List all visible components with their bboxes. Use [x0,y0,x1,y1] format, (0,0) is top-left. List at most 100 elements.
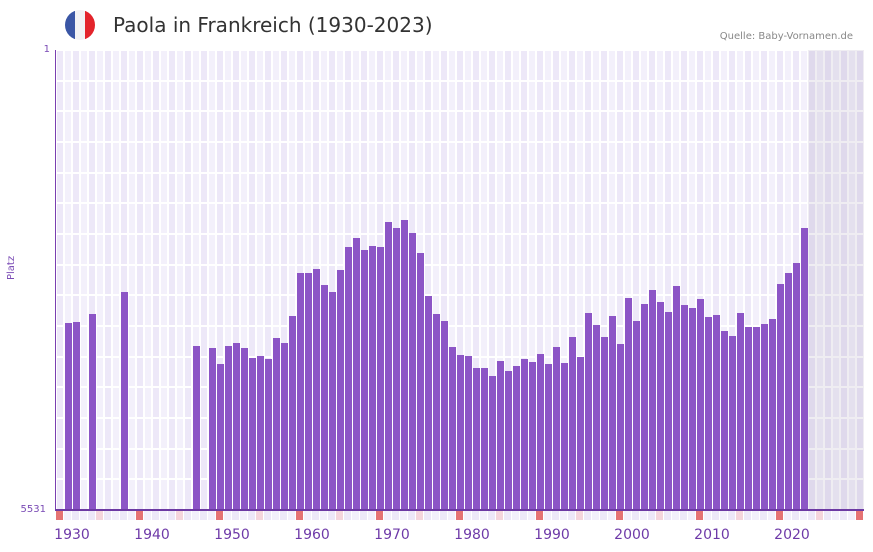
bar-1982[interactable] [472,368,480,510]
bar-1981[interactable] [464,356,472,510]
bar-1992[interactable] [552,347,560,510]
bar-2007[interactable] [672,285,680,510]
bar-1987[interactable] [512,366,520,510]
bar-1971[interactable] [384,221,392,510]
bar-2018[interactable] [760,324,768,510]
bar-2022[interactable] [792,262,800,510]
bar-1965[interactable] [336,270,344,510]
bar-1931[interactable] [64,323,72,510]
bar-1990[interactable] [536,353,544,510]
bar-2017[interactable] [752,326,760,510]
bar-1996[interactable] [584,313,592,510]
bar-2000[interactable] [616,344,624,510]
bar-1969[interactable] [368,245,376,510]
bar-1983[interactable] [480,368,488,510]
bar-1934[interactable] [88,314,96,510]
bar-1994[interactable] [568,336,576,510]
bar-1997[interactable] [592,325,600,510]
bar-2021[interactable] [784,272,792,510]
grid-cell [337,204,343,233]
bar-1955[interactable] [256,356,264,510]
grid-cell [345,112,351,141]
grid-cell [625,265,631,295]
grid-cell [601,235,607,264]
bar-2009[interactable] [688,308,696,510]
bar-1977[interactable] [432,314,440,510]
bar-1973[interactable] [400,219,408,510]
bar-1967[interactable] [352,238,360,510]
bar-1952[interactable] [232,342,240,510]
bar-2023[interactable] [800,227,808,510]
bar-1968[interactable] [360,249,368,510]
bar-2012[interactable] [712,314,720,510]
bar-2002[interactable] [632,320,640,510]
grid-cell [753,51,759,80]
bar-1961[interactable] [304,272,312,510]
bar-1950[interactable] [216,364,224,510]
bar-2003[interactable] [640,304,648,510]
bar-1976[interactable] [424,295,432,510]
bar-1993[interactable] [560,362,568,510]
grid-cell [649,143,655,172]
bar-1985[interactable] [496,360,504,510]
bar-2013[interactable] [720,330,728,510]
grid-cell [849,51,855,80]
bar-1963[interactable] [320,285,328,510]
bar-1953[interactable] [240,348,248,510]
bar-1998[interactable] [600,336,608,510]
bar-1966[interactable] [344,246,352,510]
grid-cell [305,51,311,80]
grid-cell [849,327,855,356]
bar-1991[interactable] [544,364,552,510]
bar-1938[interactable] [120,291,128,510]
grid-cell [601,296,607,325]
bar-2019[interactable] [768,318,776,510]
bar-1989[interactable] [528,361,536,510]
bar-1954[interactable] [248,358,256,510]
bar-1960[interactable] [296,272,304,510]
bar-2011[interactable] [704,317,712,510]
bar-1932[interactable] [72,321,80,510]
bar-1978[interactable] [440,320,448,510]
bar-1947[interactable] [192,345,200,510]
bar-2006[interactable] [664,311,672,510]
bar-2020[interactable] [776,283,784,510]
grid-cell [609,143,615,172]
bar-1975[interactable] [416,253,424,510]
bar-2010[interactable] [696,298,704,510]
bar-1979[interactable] [448,347,456,510]
bar-2014[interactable] [728,335,736,510]
bar-1999[interactable] [608,316,616,510]
grid-cell [713,296,719,325]
bar-1995[interactable] [576,357,584,510]
grid-cell [233,204,239,233]
bar-1959[interactable] [288,316,296,510]
bar-1972[interactable] [392,227,400,510]
bar-1962[interactable] [312,269,320,510]
bar-1964[interactable] [328,291,336,510]
bar-1949[interactable] [208,348,216,510]
bar-2001[interactable] [624,297,632,510]
grid-cell [153,480,159,509]
bar-1958[interactable] [280,342,288,510]
grid-cell [433,296,439,325]
bar-1988[interactable] [520,359,528,510]
bar-2005[interactable] [656,301,664,510]
bar-1984[interactable] [488,375,496,510]
bar-2016[interactable] [744,326,752,510]
bar-1986[interactable] [504,371,512,510]
bar-2015[interactable] [736,313,744,510]
bar-2004[interactable] [648,290,656,510]
bar-1957[interactable] [272,338,280,510]
grid-cell [673,265,679,295]
grid-cell [577,204,583,233]
bar-1980[interactable] [456,354,464,510]
bar-1970[interactable] [376,246,384,510]
bar-1974[interactable] [408,233,416,510]
grid-cell [529,296,535,325]
grid-cell [737,296,743,325]
bar-1956[interactable] [264,359,272,510]
grid-cell [713,51,719,80]
bar-2008[interactable] [680,305,688,510]
bar-1951[interactable] [224,345,232,510]
